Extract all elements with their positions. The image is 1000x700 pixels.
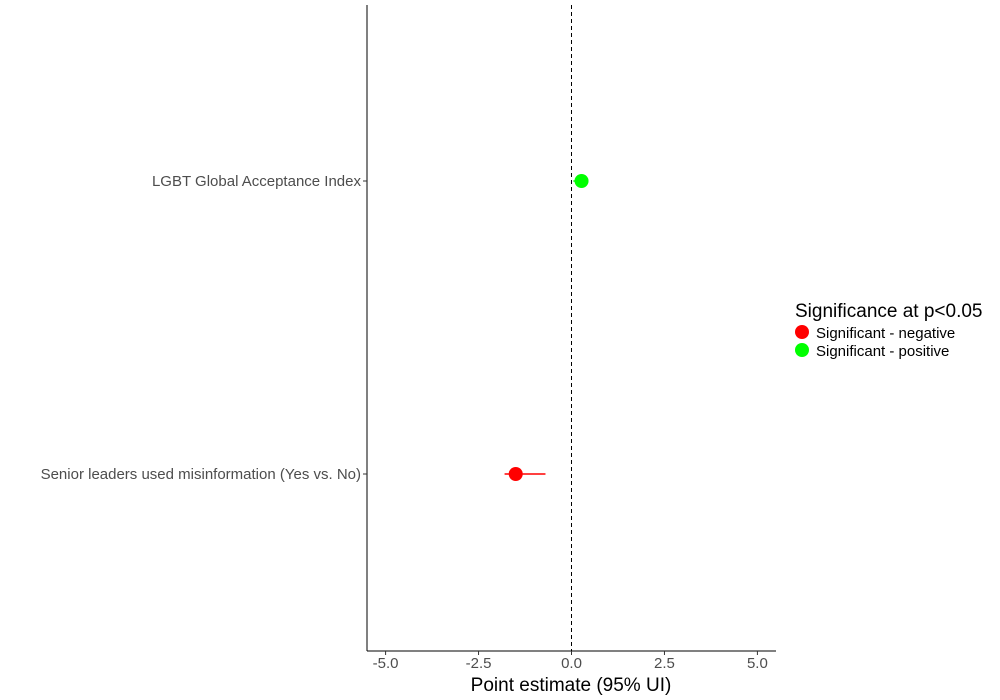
x-tick-label: 5.0 [747, 655, 768, 672]
legend-swatch-positive [795, 343, 809, 357]
y-tick-label: Senior leaders used misinformation (Yes … [41, 466, 361, 483]
x-tick-label: 0.0 [561, 655, 582, 672]
x-tick-label: -2.5 [466, 655, 492, 672]
legend-label-negative: Significant - negative [816, 325, 955, 342]
x-tick-label: -5.0 [373, 655, 399, 672]
legend: Significance at p<0.05 Significant - neg… [795, 301, 983, 360]
point-estimate [508, 467, 523, 481]
legend-swatch-negative [795, 325, 809, 339]
x-axis-title: Point estimate (95% UI) [471, 675, 672, 696]
legend-label-positive: Significant - positive [816, 343, 949, 360]
y-tick-label: LGBT Global Acceptance Index [152, 173, 362, 190]
plot-area [504, 5, 589, 651]
axes: -5.0 -2.5 0.0 2.5 5.0 LGBT Global Acceptance … [41, 5, 776, 672]
point-estimate [574, 174, 589, 188]
x-tick-label: 2.5 [654, 655, 675, 672]
legend-title: Significance at p<0.05 [795, 301, 983, 322]
